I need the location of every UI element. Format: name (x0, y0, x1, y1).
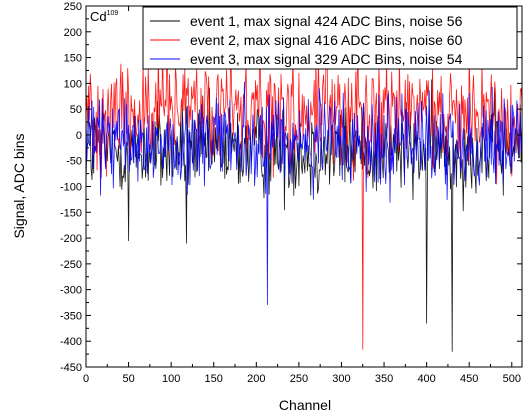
y-tick-label: 200 (64, 27, 82, 39)
legend-label-event-2: event 2, max signal 416 ADC Bins, noise … (190, 32, 463, 48)
x-tick-label: 450 (460, 373, 478, 385)
y-tick-label: 100 (64, 78, 82, 90)
annotation-label: Cd109 (90, 9, 118, 24)
y-axis-title: Signal, ADC bins (11, 133, 27, 238)
x-tick-label: 300 (332, 373, 350, 385)
x-tick-label: 250 (290, 373, 308, 385)
x-tick-label: 0 (83, 373, 89, 385)
y-tick-label: 250 (64, 1, 82, 13)
x-tick-label: 500 (503, 373, 521, 385)
y-tick-label: -400 (60, 336, 82, 348)
y-tick-label: -350 (60, 310, 82, 322)
y-tick-label: 50 (70, 104, 82, 116)
y-tick-label: 0 (76, 130, 82, 142)
y-tick-label: -450 (60, 362, 82, 374)
x-tick-label: 350 (375, 373, 393, 385)
x-axis-title: Channel (279, 397, 331, 413)
x-tick-label: 200 (247, 373, 265, 385)
x-tick-label: 150 (205, 373, 223, 385)
y-tick-label: -300 (60, 285, 82, 297)
y-tick-label: 150 (64, 53, 82, 65)
y-tick-label: -100 (60, 182, 82, 194)
y-tick-label: -50 (66, 156, 82, 168)
x-tick-label: 100 (162, 373, 180, 385)
x-tick-label: 50 (122, 373, 134, 385)
y-tick-label: -200 (60, 233, 82, 245)
legend-label-event-3: event 3, max signal 329 ADC Bins, noise … (190, 51, 463, 67)
series-layer (86, 34, 522, 351)
series-line-event-2 (86, 34, 522, 349)
legend: event 1, max signal 424 ADC Bins, noise … (143, 7, 517, 69)
y-tick-label: -250 (60, 259, 82, 271)
y-tick-label: -150 (60, 207, 82, 219)
legend-label-event-1: event 1, max signal 424 ADC Bins, noise … (190, 13, 463, 29)
x-tick-label: 400 (417, 373, 435, 385)
